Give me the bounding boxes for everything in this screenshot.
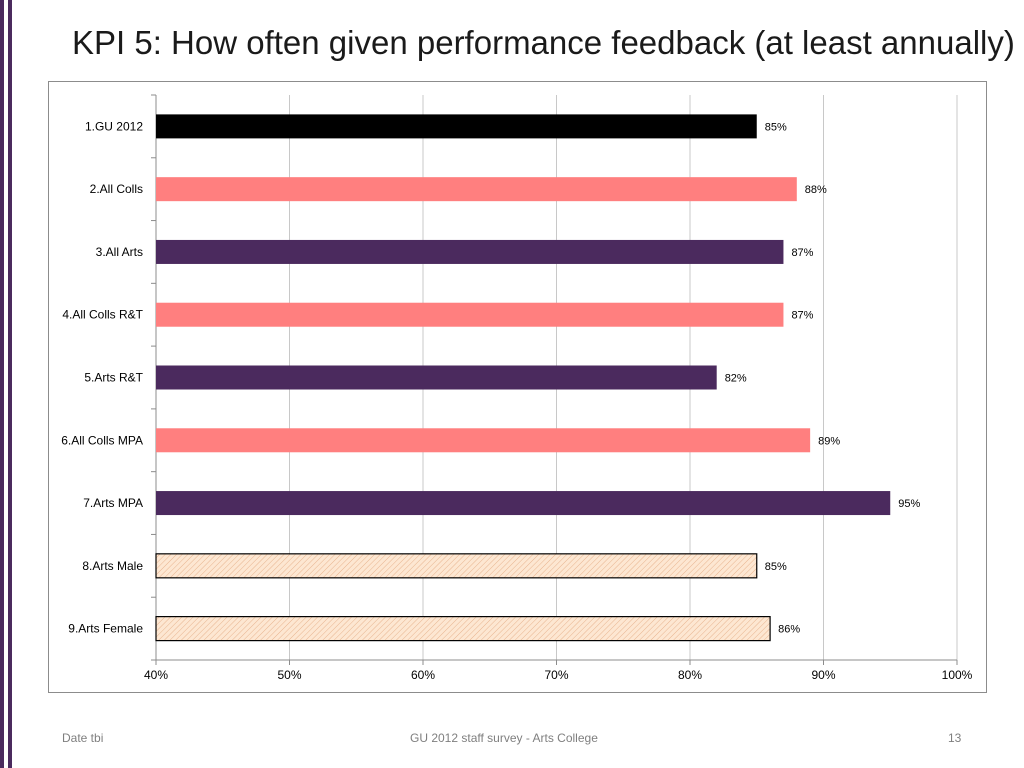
bar-3 [156,239,784,264]
value-label: 87% [791,310,813,322]
value-label: 89% [818,435,840,447]
value-label: 82% [725,373,747,385]
chart-frame: 40% 50% 60% 70% 80% 90% 100% 1.GU 2012 85% 2.All … [48,81,987,693]
bar-4 [156,302,784,327]
value-label: 85% [765,561,787,573]
category-label: 2.All Colls [90,182,143,196]
bar-chart: 40% 50% 60% 70% 80% 90% 100% 1.GU 2012 85% 2.All … [61,94,973,682]
x-tick-label: 70% [544,668,568,682]
category-label: 5.Arts R&T [84,371,143,385]
value-label: 85% [765,121,787,133]
bar-9 [155,616,771,642]
category-label: 3.All Arts [96,245,143,259]
category-label: 8.Arts Male [82,559,143,573]
left-accent-stripe-inner [8,0,12,768]
slide-title: KPI 5: How often given performance feedb… [72,24,1015,61]
x-tick-label: 50% [277,668,301,682]
x-tick-label: 40% [144,668,168,682]
value-label: 87% [791,247,813,259]
bar-7 [156,491,891,516]
x-tick-label: 90% [811,668,835,682]
category-label: 6.All Colls MPA [61,433,143,447]
footer-date: Date tbi [62,731,104,745]
x-tick-label: 80% [678,668,702,682]
bar-6 [156,428,811,453]
left-accent-stripe [0,0,4,768]
value-label: 86% [778,624,800,636]
bar-2 [156,177,797,202]
value-label: 95% [898,498,920,510]
category-label: 7.Arts MPA [83,496,143,510]
value-label: 88% [805,184,827,196]
page-number: 13 [948,731,962,745]
x-tick-label: 100% [942,668,973,682]
bar-8 [155,553,758,579]
category-label: 4.All Colls R&T [62,308,143,322]
bar-1 [156,114,757,139]
category-label: 1.GU 2012 [85,119,143,133]
x-tick-label: 60% [411,668,435,682]
footer-title: GU 2012 staff survey - Arts College [410,731,598,745]
bar-5 [156,365,717,390]
category-label: 9.Arts Female [68,622,143,636]
